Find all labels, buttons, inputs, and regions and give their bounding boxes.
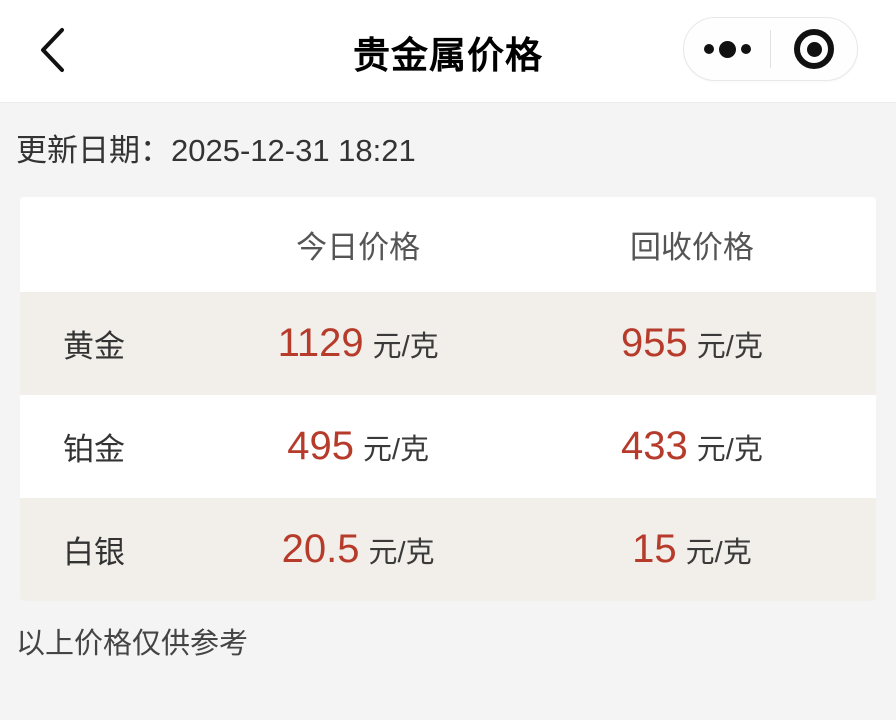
table-row-gold: 黄金 1129 元/克 955 元/克 bbox=[20, 292, 876, 395]
recycle-price: 15 元/克 bbox=[632, 527, 752, 572]
recycle-price: 955 元/克 bbox=[621, 321, 763, 366]
recycle-price: 433 元/克 bbox=[621, 424, 763, 469]
update-date-value: 2025-12-31 18:21 bbox=[171, 133, 416, 168]
price-value: 15 bbox=[632, 527, 677, 571]
exit-circle-icon bbox=[794, 29, 834, 69]
today-price: 1129 元/克 bbox=[278, 321, 439, 366]
today-price: 495 元/克 bbox=[287, 424, 429, 469]
price-unit: 元/克 bbox=[685, 537, 752, 569]
price-value: 955 bbox=[621, 321, 688, 365]
price-value: 1129 bbox=[277, 321, 364, 365]
more-menu-button[interactable] bbox=[684, 18, 770, 80]
metal-name: 铂金 bbox=[63, 432, 125, 467]
exit-button[interactable] bbox=[771, 18, 857, 80]
column-header-today: 今日价格 bbox=[296, 230, 421, 265]
capsule-divider bbox=[770, 30, 771, 68]
disclaimer-note: 以上价格仅供参考 bbox=[16, 628, 249, 660]
update-date-label: 更新日期： bbox=[16, 133, 171, 168]
table-row-platinum: 铂金 495 元/克 433 元/克 bbox=[20, 395, 876, 498]
column-header-recycle: 回收价格 bbox=[629, 230, 754, 265]
back-button[interactable] bbox=[26, 18, 78, 84]
metal-name: 黄金 bbox=[63, 329, 125, 364]
price-table: 今日价格 回收价格 黄金 1129 元/克 955 元/克 铂金 495 元/克 bbox=[20, 197, 876, 601]
price-unit: 元/克 bbox=[696, 434, 763, 466]
metal-name: 白银 bbox=[63, 535, 125, 570]
price-unit: 元/克 bbox=[696, 331, 763, 363]
price-unit: 元/克 bbox=[362, 434, 430, 466]
price-value: 20.5 bbox=[281, 527, 360, 571]
price-value: 433 bbox=[621, 424, 688, 468]
price-unit: 元/克 bbox=[372, 331, 439, 363]
chevron-left-icon bbox=[39, 27, 65, 76]
price-value: 495 bbox=[287, 424, 354, 468]
more-dots-icon bbox=[703, 40, 751, 58]
update-date-line: 更新日期：2025-12-31 18:21 bbox=[0, 103, 896, 197]
table-header-row: 今日价格 回收价格 bbox=[20, 197, 876, 292]
miniprogram-capsule bbox=[683, 17, 858, 81]
today-price: 20.5 元/克 bbox=[282, 527, 435, 572]
table-row-silver: 白银 20.5 元/克 15 元/克 bbox=[20, 498, 876, 601]
page-title: 贵金属价格 bbox=[353, 34, 543, 76]
navigation-bar: 贵金属价格 bbox=[0, 0, 896, 103]
price-unit: 元/克 bbox=[368, 537, 435, 569]
